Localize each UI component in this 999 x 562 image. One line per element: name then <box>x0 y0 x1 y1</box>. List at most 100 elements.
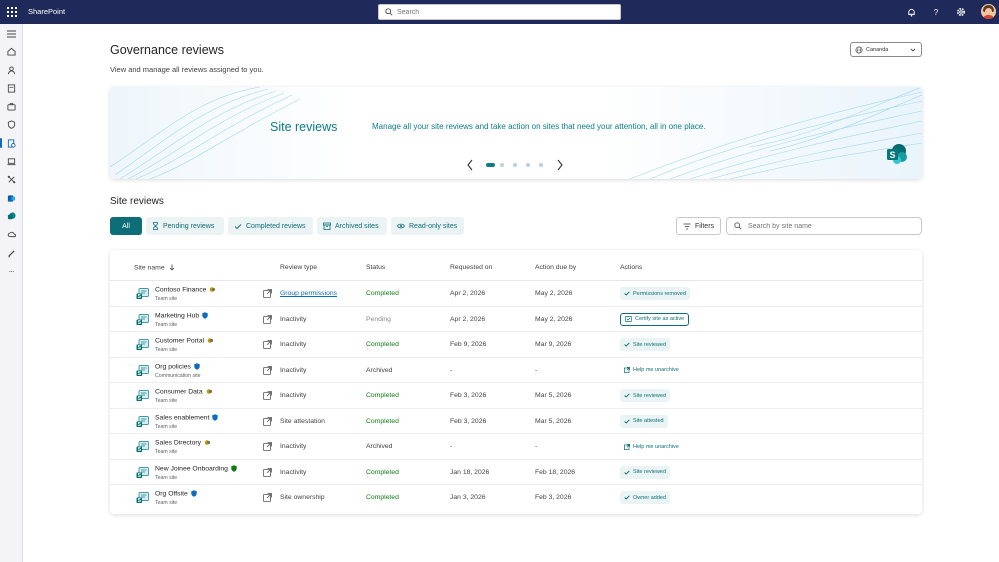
filter-pill-archived[interactable]: Archived sites <box>317 217 387 235</box>
site-name[interactable]: New Joinee Onboarding <box>155 465 237 472</box>
table-row[interactable]: S Customer Portal Team site Inactivity C… <box>110 332 922 358</box>
chevron-left-icon[interactable] <box>466 159 474 171</box>
settings-icon[interactable] <box>955 6 967 18</box>
banner-description: Manage all your site reviews and take ac… <box>372 122 706 131</box>
open-external-icon[interactable] <box>263 416 272 426</box>
governance-icon[interactable] <box>5 137 17 149</box>
review-type: Inactivity <box>280 315 307 323</box>
app-launcher-icon[interactable] <box>7 7 17 17</box>
open-external-icon[interactable] <box>263 289 272 298</box>
site-name[interactable]: Sales enablement <box>155 414 219 421</box>
open-external-icon[interactable] <box>263 467 272 477</box>
site-name[interactable]: Consumer Data <box>155 388 213 395</box>
row-action[interactable]: Certify site as active <box>620 312 690 326</box>
column-header-requested-on[interactable]: Requested on <box>450 264 493 271</box>
help-icon[interactable]: ? <box>933 7 939 17</box>
table-row[interactable]: S Sales Directory Team site Inactivity A… <box>110 434 922 460</box>
table-row[interactable]: S Org Offsite Team site Site ownership C… <box>110 485 922 511</box>
site-name[interactable]: Contoso Finance <box>155 286 216 293</box>
site-name[interactable]: Sales Directory <box>155 439 211 446</box>
site-icon: S <box>136 415 149 428</box>
carousel-dot-2[interactable] <box>500 163 504 167</box>
laptop-icon[interactable] <box>5 155 17 167</box>
filters-button[interactable]: Filters <box>676 217 721 235</box>
column-header-status[interactable]: Status <box>366 264 386 271</box>
table-row[interactable]: S Consumer Data Team site Inactivity Com… <box>110 383 922 409</box>
open-external-icon[interactable] <box>263 340 272 349</box>
site-search-input[interactable] <box>748 222 918 230</box>
home-icon[interactable] <box>5 45 17 57</box>
review-type[interactable]: Group permissions <box>280 290 338 297</box>
header-divider <box>110 280 922 281</box>
files-icon[interactable] <box>5 82 17 94</box>
shield-icon[interactable] <box>5 118 17 130</box>
open-external-icon[interactable] <box>263 442 272 451</box>
avatar[interactable] <box>981 4 996 19</box>
archive-icon <box>323 222 331 230</box>
site-name[interactable]: Org policies <box>155 363 200 370</box>
sharepoint-icon[interactable] <box>5 210 17 222</box>
status-text: Completed <box>366 468 399 476</box>
app-name[interactable]: SharePoint <box>28 7 66 16</box>
requested-on: - <box>450 443 453 450</box>
column-header-action-due[interactable]: Action due by <box>535 264 577 271</box>
action-due-by: Mar 5, 2026 <box>535 417 572 425</box>
briefcase-icon[interactable] <box>5 100 17 112</box>
open-external-icon[interactable] <box>263 365 272 375</box>
status-text: Completed <box>366 341 399 348</box>
review-type: Inactivity <box>280 341 307 348</box>
site-name[interactable]: Marketing Hub <box>155 312 208 319</box>
table-row[interactable]: S Sales enablement Team site Site attest… <box>110 409 922 434</box>
row-action: Permissions removed <box>620 287 690 300</box>
svg-text:S: S <box>138 320 142 326</box>
hamburger-icon[interactable] <box>5 28 17 40</box>
site-picker-dropdown[interactable]: Cananda <box>850 42 922 57</box>
status-text: Completed <box>366 392 399 399</box>
global-search-input[interactable] <box>397 8 597 16</box>
site-name[interactable]: Org Offsite <box>155 490 197 497</box>
svg-text:S: S <box>889 150 895 160</box>
shield-badge-icon <box>191 490 197 497</box>
carousel-dot-1[interactable] <box>486 163 495 167</box>
site-type: Team site <box>155 474 178 481</box>
site-icon: S <box>136 288 149 300</box>
filter-pill-completed[interactable]: Completed reviews <box>228 217 313 235</box>
table-row[interactable]: S Org policies Communication site Inacti… <box>110 358 922 383</box>
chevron-right-icon[interactable] <box>556 159 564 171</box>
row-action[interactable]: Help me unarchive <box>620 364 683 377</box>
carousel-dot-5[interactable] <box>539 163 543 167</box>
top-bar: SharePoint ? <box>0 0 999 24</box>
status-text: Completed <box>366 417 399 425</box>
shield-badge-icon <box>194 362 200 370</box>
carousel-dot-3[interactable] <box>513 163 517 167</box>
open-external-icon[interactable] <box>263 314 272 324</box>
table-row[interactable]: S Marketing Hub Team site Inactivity Pen… <box>110 307 922 332</box>
table-row[interactable]: S Contoso Finance Team site Group permis… <box>110 281 922 307</box>
filter-pill-label: Archived sites <box>335 222 379 230</box>
carousel-nav <box>466 158 566 172</box>
people-icon[interactable] <box>5 64 17 76</box>
pen-icon[interactable] <box>5 247 17 259</box>
svg-text:S: S <box>138 345 142 351</box>
connectors-icon[interactable] <box>5 173 17 185</box>
filter-pill-label: All <box>122 222 130 230</box>
site-search-box[interactable] <box>726 217 922 235</box>
review-type: Inactivity <box>280 468 307 476</box>
global-search[interactable] <box>378 4 621 20</box>
left-rail: ··· <box>0 24 23 562</box>
carousel-dot-4[interactable] <box>526 163 530 167</box>
column-header-review-type[interactable]: Review type <box>280 264 318 271</box>
bell-icon[interactable] <box>905 6 917 18</box>
column-header-site-name[interactable]: Site name <box>134 264 175 271</box>
open-external-icon[interactable] <box>263 493 272 502</box>
exchange-icon[interactable] <box>5 192 17 204</box>
more-icon[interactable]: ··· <box>8 266 15 276</box>
filter-pill-readonly[interactable]: Read-only sites <box>391 217 464 235</box>
filter-pill-pending[interactable]: Pending reviews <box>146 217 224 235</box>
filter-pill-all[interactable]: All <box>110 217 142 235</box>
table-row[interactable]: S New Joinee Onboarding Team site Inacti… <box>110 460 922 485</box>
row-action[interactable]: Help me unarchive <box>620 440 683 453</box>
open-external-icon[interactable] <box>263 391 272 400</box>
site-name[interactable]: Customer Portal <box>155 337 214 344</box>
onedrive-icon[interactable] <box>5 228 17 240</box>
